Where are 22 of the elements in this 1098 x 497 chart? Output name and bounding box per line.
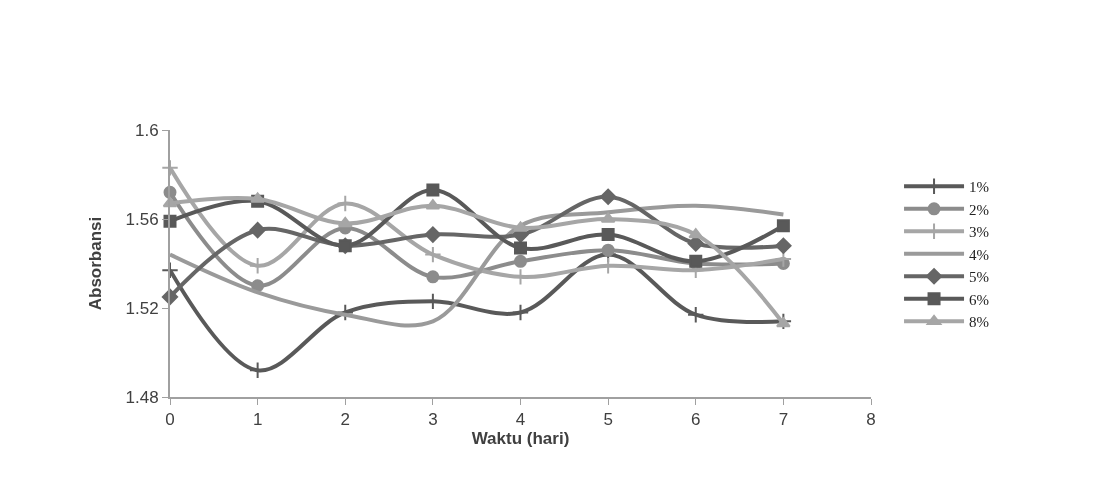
x-tick-label: 2 (340, 410, 350, 430)
legend-label: 2% (969, 201, 990, 218)
y-axis-title: Absorbansi (85, 216, 105, 311)
x-tick-label: 0 (165, 410, 175, 430)
legend-label: 5% (969, 269, 990, 286)
y-tick-label: 1.6 (134, 120, 159, 140)
x-tick-label: 5 (603, 410, 613, 430)
x-tick-label: 1 (252, 410, 263, 430)
x-tick-label: 7 (778, 410, 789, 430)
legend-label: 4% (969, 246, 990, 263)
legend-label: 6% (969, 291, 990, 308)
y-tick-label: 1.56 (125, 209, 159, 229)
x-tick-label: 8 (866, 410, 876, 430)
x-axis-title: Waktu (hari) (471, 429, 570, 449)
legend-label: 8% (969, 314, 990, 331)
y-tick-label: 1.48 (125, 387, 159, 407)
legend-label: 1% (969, 179, 990, 196)
x-tick-label: 6 (691, 410, 701, 430)
x-tick-label: 3 (428, 410, 438, 430)
y-tick-label: 1.52 (125, 298, 159, 318)
legend-label: 3% (969, 224, 990, 241)
x-tick-label: 4 (515, 410, 526, 430)
